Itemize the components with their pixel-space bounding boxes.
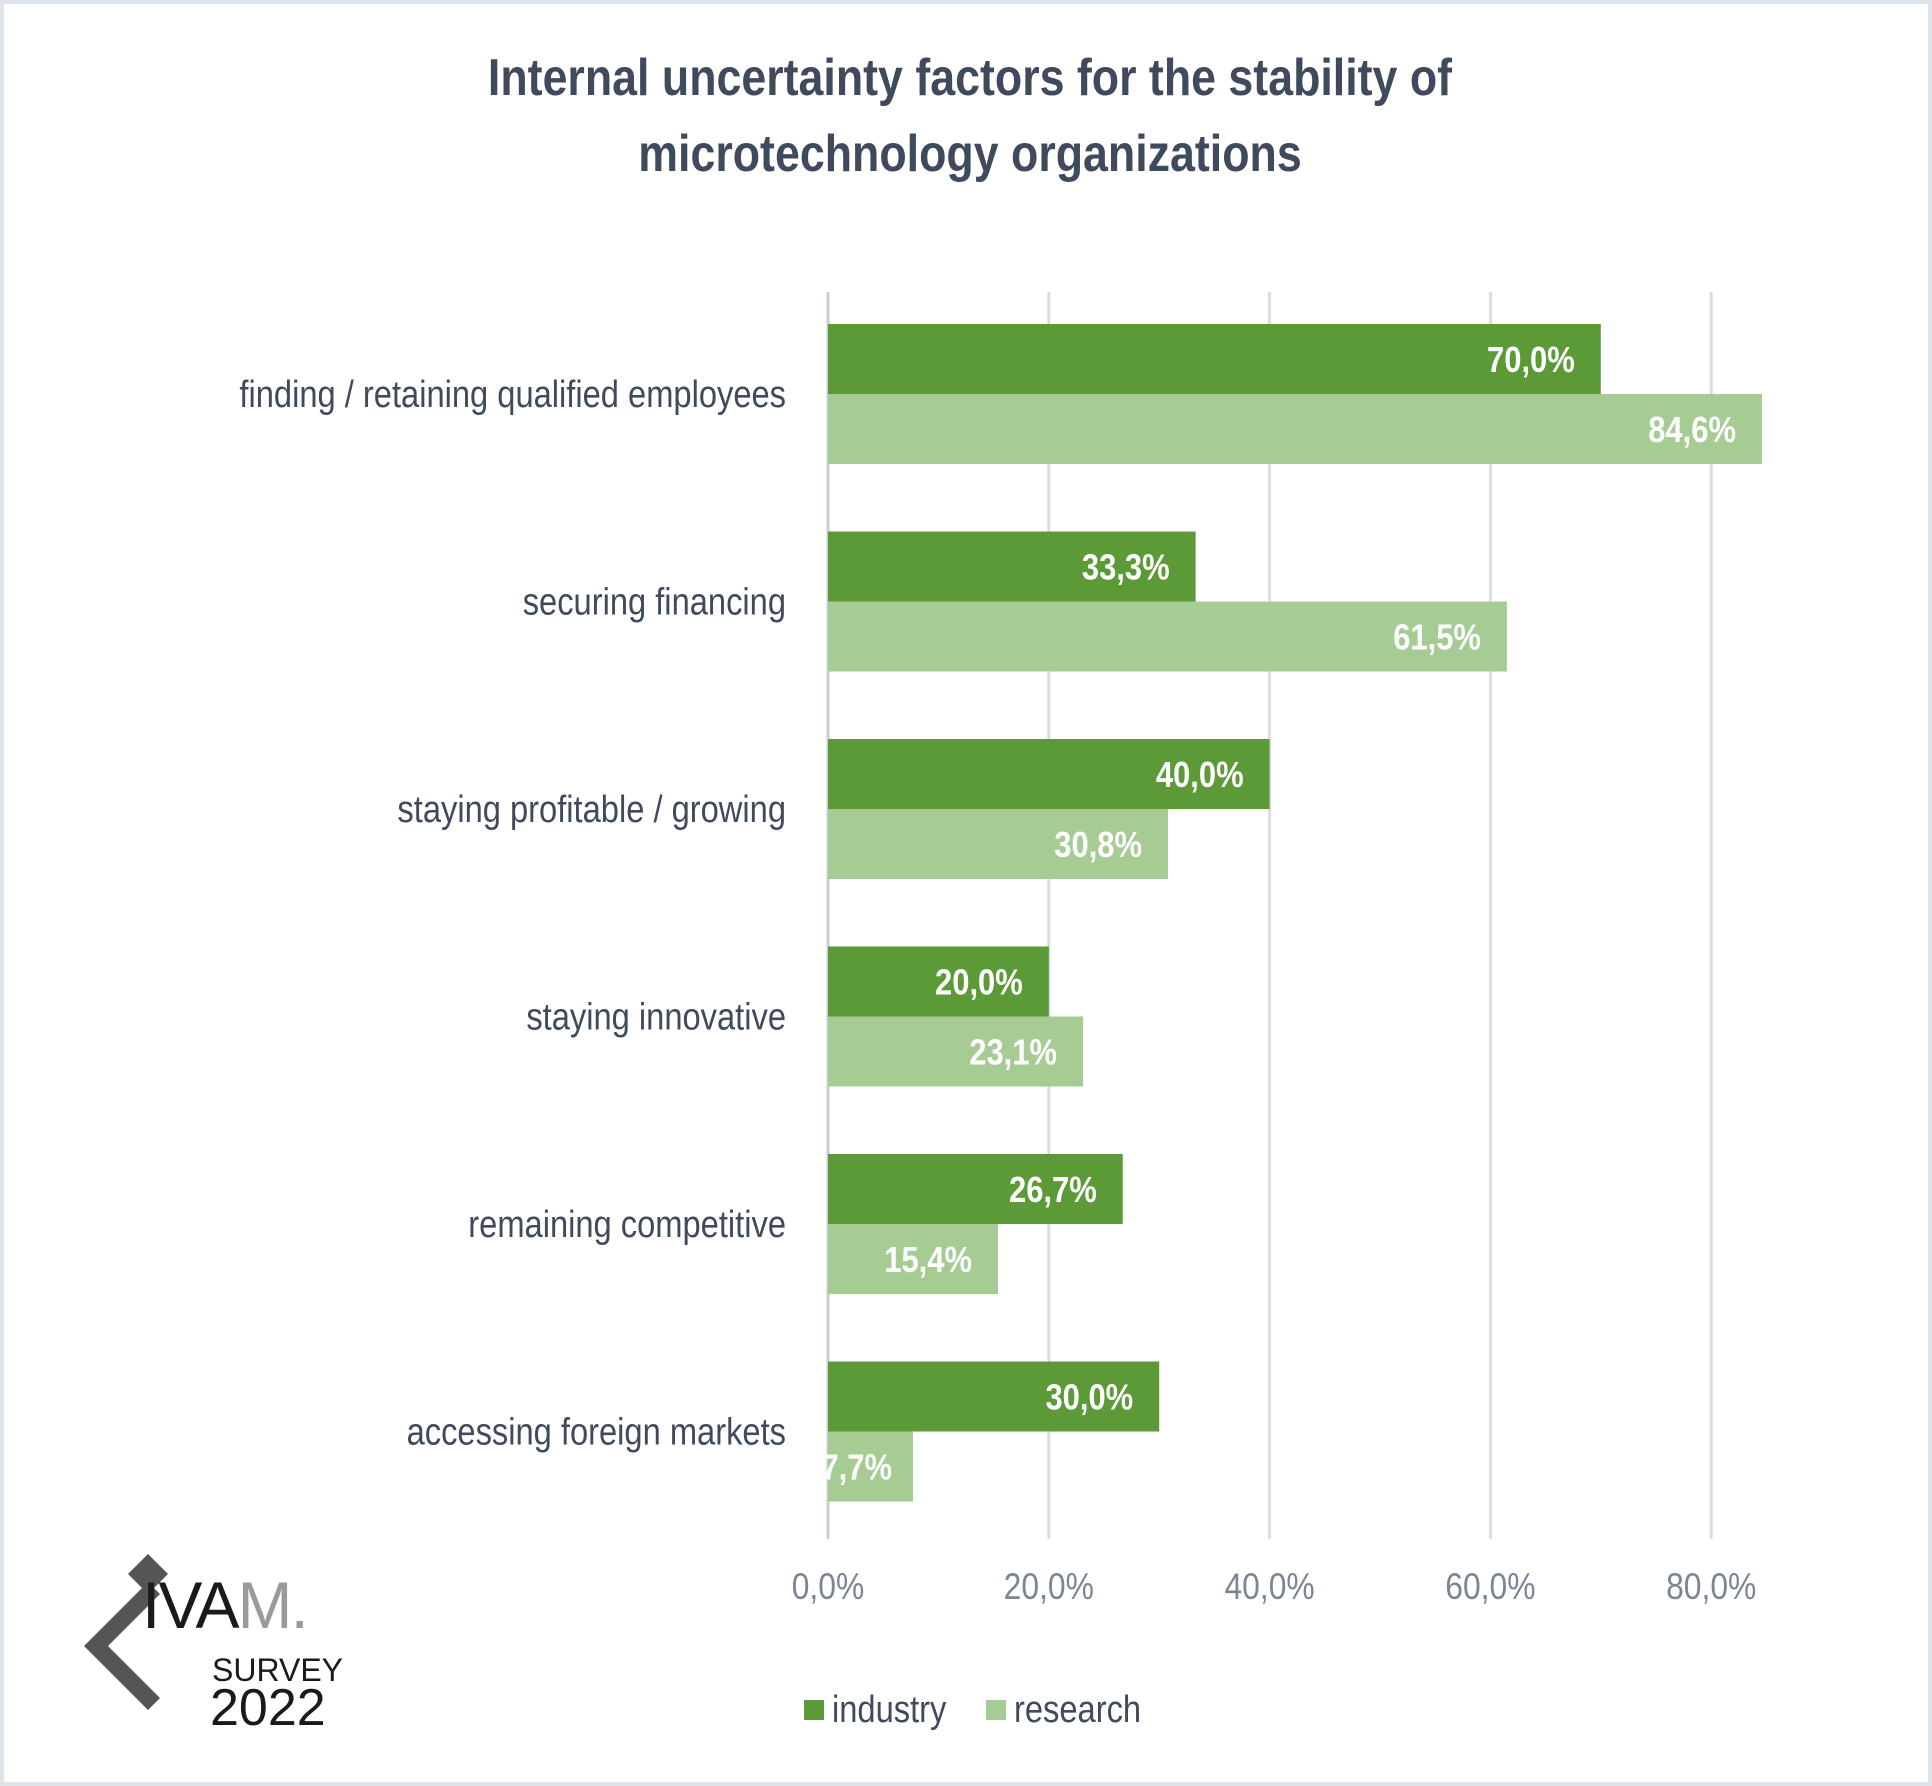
category-label: accessing foreign markets [407,1410,786,1453]
research-data-label: 15,4% [884,1241,972,1281]
logo-year: 2022 [210,1679,326,1737]
industry-bar [828,324,1601,394]
industry-bar [828,739,1270,809]
chart-title: Internal uncertainty factors for the sta… [139,40,1801,192]
x-tick-label: 60,0% [1445,1567,1535,1608]
research-bar [828,1016,1084,1087]
research-bar [828,1224,999,1294]
logo-diamond-icon [84,1554,168,1710]
research-data-label: 30,8% [1054,826,1142,866]
industry-data-label: 70,0% [1487,341,1575,381]
research-data-label: 23,1% [969,1033,1057,1073]
industry-bar [828,531,1196,602]
chart-title-line-1: Internal uncertainty factors for the sta… [487,49,1453,107]
category-label: securing financing [523,580,786,623]
x-tick-label: 0,0% [792,1567,865,1608]
industry-bar [828,1154,1123,1224]
industry-data-label: 20,0% [935,963,1023,1003]
industry-data-label: 40,0% [1156,756,1244,796]
x-tick-label: 80,0% [1666,1567,1756,1608]
category-label: staying profitable / growing [397,788,786,831]
category-label: finding / retaining qualified employees [239,373,786,416]
research-bar [828,1431,914,1502]
industry-data-label: 33,3% [1082,548,1170,588]
research-bar [828,809,1169,879]
chart-title-line-2: microtechnology organizations [638,125,1302,183]
research-bar [828,394,1762,464]
research-data-label: 84,6% [1648,411,1736,451]
industry-bar [828,946,1049,1017]
legend-swatch-industry [804,1700,824,1720]
industry-bar [828,1361,1160,1432]
research-bar [828,601,1507,672]
research-data-label: 7,7% [821,1448,892,1488]
industry-data-label: 30,0% [1045,1378,1133,1418]
logo-name-suffix: M. [237,1568,308,1642]
industry-data-label: 26,7% [1009,1171,1097,1211]
x-tick-label: 20,0% [1004,1567,1094,1608]
legend-label-industry: industry [832,1688,947,1731]
logo-name-main: IVA [142,1568,239,1642]
category-label: staying innovative [526,995,786,1038]
category-label: remaining competitive [468,1203,786,1246]
legend-label-research: research [1014,1688,1141,1731]
bar-chart: 0,0% 20,0% 40,0% 60,0% 80,0% finding / retain… [239,292,1762,1731]
logo-name: IVAM. [142,1572,309,1638]
x-tick-label: 40,0% [1224,1567,1314,1608]
research-data-label: 61,5% [1393,618,1481,658]
logo-survey: SURVEY [212,1652,344,1688]
legend-swatch-research [986,1700,1006,1720]
ivam-survey-logo: IVAM. SURVEY 2022 [64,1544,364,1734]
